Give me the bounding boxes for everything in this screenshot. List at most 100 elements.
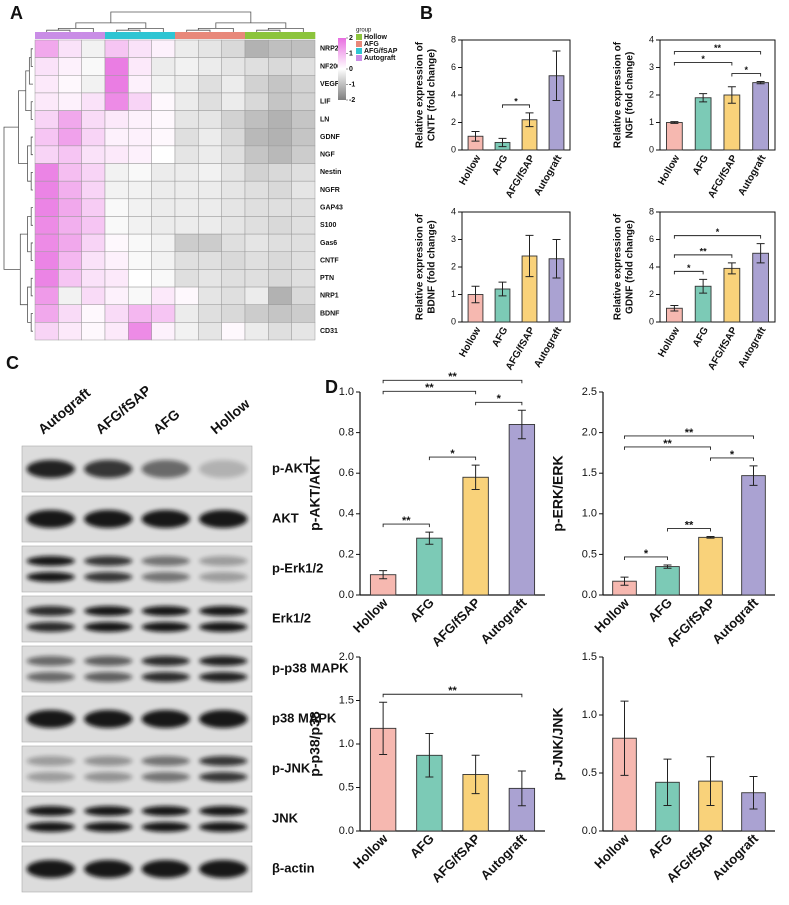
heatmap-cell [58,127,82,147]
significance-bracket [382,523,430,528]
heatmap-cell [221,145,246,164]
dendrogram [19,233,28,306]
heatmap-cell [244,269,269,288]
heatmap-cell [244,251,269,270]
group-annotation [198,32,222,39]
heatmap-cell [291,233,316,253]
heatmap-cell [291,322,316,341]
row-label: CNTF [320,257,339,264]
blot-band [141,806,190,816]
significance-bracket [502,104,530,108]
significance-label: ** [700,246,708,256]
blot-band [26,806,75,816]
row-label: NGFR [320,187,340,194]
bar [666,122,683,151]
error-bar [525,112,534,128]
y-tick-label: 3 [451,234,456,244]
blot-band [141,860,190,878]
row-label: BDNF [320,310,340,317]
heatmap-cell [104,233,129,253]
blot-band [26,510,75,528]
band-label: p-JNK [272,760,311,775]
heatmap-cell [221,233,246,253]
significance-bracket [673,254,733,258]
dendrogram [3,126,21,270]
bar [752,82,769,151]
heatmap-cell [128,145,152,164]
dendrogram [116,29,141,32]
blot-band [26,622,75,632]
heatmap-cell [244,233,269,253]
y-tick-label: 2.0 [339,651,354,663]
heatmap-cell [128,92,152,111]
group-annotation [81,32,106,39]
heatmap-cell [81,57,106,76]
heatmap-cell [268,145,292,164]
y-axis-label: Relative expression of [415,213,426,320]
dendrogram [75,22,147,29]
row-label: GAP43 [320,204,343,211]
bar [462,476,489,596]
heatmap-cell [58,198,82,217]
row-label: Gas6 [320,240,337,247]
x-tick-label: Hollow [656,153,682,187]
heatmap-cell [58,304,82,323]
y-tick-label: 0.0 [582,825,597,837]
bar [741,475,766,596]
error-bar [706,756,715,806]
heatmap-cell [198,163,222,182]
y-tick-label: 0.0 [339,589,354,601]
error-bar [663,564,672,569]
heatmap-cell [221,110,246,129]
error-bar [379,570,388,580]
heatmap-cell [104,180,129,200]
row-label: S100 [320,222,336,229]
blot-band [26,710,75,728]
blot-band [199,860,248,878]
legend-swatch [356,41,362,47]
heatmap-cell [151,57,176,76]
y-tick-label: 0 [451,316,456,326]
significance-label: ** [663,438,672,450]
heatmap-cell [291,286,316,305]
blot-background [21,595,253,643]
heatmap-cell [58,75,82,94]
y-axis-label: NGF (fold change) [625,52,636,139]
significance-bracket [673,62,733,66]
x-tick-label: Hollow [350,594,391,635]
row-label: LN [320,116,329,123]
heatmap-cell [104,269,129,288]
y-axis-label: GDNF (fold change) [625,220,636,314]
blot-band [199,572,248,582]
band-label: JNK [272,810,299,825]
x-tick-label: Hollow [350,830,391,871]
heatmap-cell [34,286,59,305]
heatmap-cell [244,39,269,58]
heatmap-cell [128,110,152,129]
error-bar [552,239,561,279]
x-tick-label: Hollow [457,325,483,359]
significance-label: ** [685,427,694,439]
error-bar [379,701,388,755]
heatmap-cell [268,57,292,76]
heatmap-cell [58,145,82,164]
y-tick-label: 3 [649,62,654,72]
band-label: p-p38 MAPK [272,660,349,675]
error-bar [471,285,480,304]
colorbar-label: 1 [349,50,353,57]
bar [752,252,769,323]
heatmap-cell [34,57,59,76]
x-tick-label: AFG [490,325,510,349]
y-tick-label: 0.8 [339,427,354,439]
heatmap-cell [221,322,246,341]
heatmap-cell [244,304,269,323]
row-label: NF200 [320,63,341,70]
significance-label: * [687,263,691,273]
significance-bracket [731,73,762,77]
heatmap-cell [34,322,59,341]
error-bar [756,243,765,264]
heatmap-cell [268,75,292,94]
heatmap-cell [198,57,222,76]
significance-label: ** [402,515,411,527]
heatmap-cell [244,92,269,111]
